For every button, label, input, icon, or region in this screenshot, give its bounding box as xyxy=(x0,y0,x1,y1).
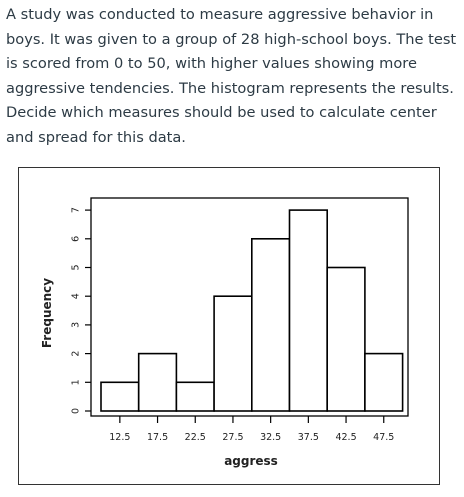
x-tick-label: 37.5 xyxy=(298,432,319,443)
y-axis-title: Frequency xyxy=(40,278,54,348)
histogram-bar xyxy=(364,352,404,412)
y-tick-label: 2 xyxy=(71,351,82,357)
histogram-bar xyxy=(213,295,253,412)
x-axis-title: aggress xyxy=(224,454,278,468)
histogram-bar xyxy=(175,381,215,412)
x-tick-label: 17.5 xyxy=(147,432,168,443)
x-tick-label: 47.5 xyxy=(373,432,394,443)
histogram-bar xyxy=(137,352,178,412)
x-tick-label: 27.5 xyxy=(222,432,243,443)
x-tick-label: 32.5 xyxy=(260,432,281,443)
histogram-bar xyxy=(251,238,291,412)
y-tick-label: 7 xyxy=(71,207,82,213)
histogram-bar xyxy=(326,266,366,412)
x-tick-label: 22.5 xyxy=(185,432,206,443)
x-tick-label: 12.5 xyxy=(109,432,130,443)
y-tick-label: 6 xyxy=(71,236,82,242)
question-text: A study was conducted to measure aggress… xyxy=(6,6,457,146)
y-tick-label: 5 xyxy=(71,264,82,270)
y-tick-label: 0 xyxy=(71,408,82,414)
histogram-bar xyxy=(100,381,140,412)
histogram-bar xyxy=(288,209,329,412)
plot-border xyxy=(90,197,409,417)
x-tick-label: 42.5 xyxy=(335,432,356,443)
y-tick-label: 1 xyxy=(71,379,82,385)
y-tick-label: 3 xyxy=(71,322,82,328)
y-tick-label: 4 xyxy=(71,293,82,299)
